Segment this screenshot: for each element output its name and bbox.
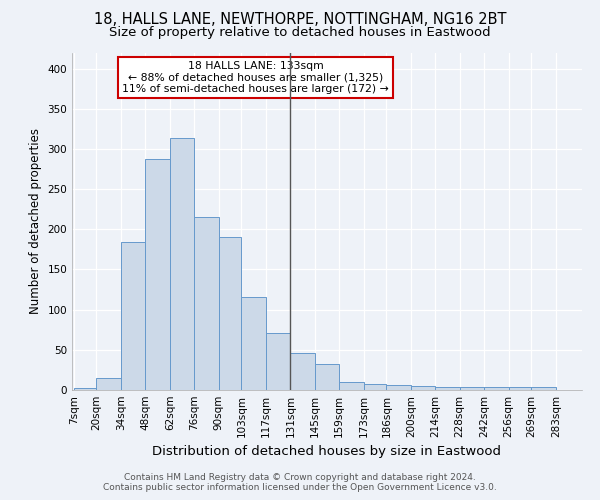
Bar — [290, 353, 315, 390]
Bar — [411, 386, 435, 390]
Bar — [266, 333, 290, 390]
Bar — [170, 138, 194, 390]
Bar — [145, 160, 170, 390]
Bar — [74, 388, 97, 390]
Bar — [219, 238, 241, 390]
Bar — [435, 387, 460, 390]
Bar — [194, 217, 219, 390]
X-axis label: Distribution of detached houses by size in Eastwood: Distribution of detached houses by size … — [152, 446, 502, 458]
Bar — [386, 385, 411, 390]
Bar — [532, 387, 556, 390]
Text: 18, HALLS LANE, NEWTHORPE, NOTTINGHAM, NG16 2BT: 18, HALLS LANE, NEWTHORPE, NOTTINGHAM, N… — [94, 12, 506, 28]
Bar — [339, 382, 364, 390]
Text: Contains HM Land Registry data © Crown copyright and database right 2024.
Contai: Contains HM Land Registry data © Crown c… — [103, 473, 497, 492]
Bar — [315, 364, 339, 390]
Y-axis label: Number of detached properties: Number of detached properties — [29, 128, 42, 314]
Bar — [484, 387, 509, 390]
Text: 18 HALLS LANE: 133sqm
← 88% of detached houses are smaller (1,325)
11% of semi-d: 18 HALLS LANE: 133sqm ← 88% of detached … — [122, 61, 389, 94]
Bar — [460, 387, 484, 390]
Bar — [241, 297, 266, 390]
Text: Size of property relative to detached houses in Eastwood: Size of property relative to detached ho… — [109, 26, 491, 39]
Bar — [121, 242, 145, 390]
Bar — [364, 384, 386, 390]
Bar — [97, 378, 121, 390]
Bar — [509, 387, 532, 390]
